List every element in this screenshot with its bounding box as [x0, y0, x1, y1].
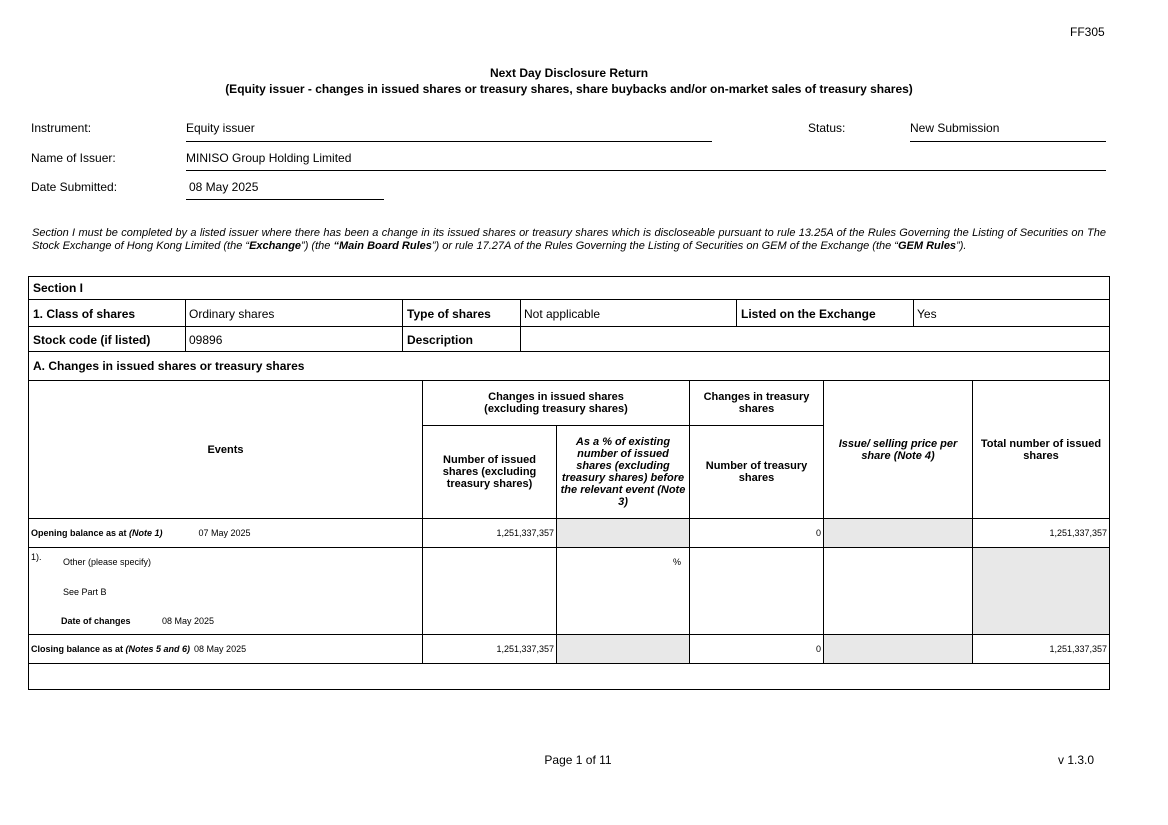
issuer-label: Name of Issuer:: [31, 151, 116, 165]
intro-text: ”) or rule 17.27A of the Rules Governing…: [431, 240, 898, 252]
event-treasury: [689, 547, 824, 635]
closing-treasury: 0: [689, 634, 824, 664]
opening-issued: 1,251,337,357: [422, 518, 557, 548]
opening-date: 07 May 2025: [198, 528, 251, 538]
closing-price: [823, 634, 973, 664]
date-submitted-value: 08 May 2025: [186, 180, 384, 200]
section-title: Section I: [28, 276, 1110, 300]
event-type: Other (please specify): [63, 557, 152, 567]
percent-header: As a % of existing number of issued shar…: [556, 425, 690, 519]
opening-balance-label: Opening balance as at (Note 1) 07 May 202…: [28, 518, 423, 548]
intro-exchange: Exchange: [249, 240, 302, 252]
opening-price: [823, 518, 973, 548]
opening-label-text: Opening balance as at: [31, 528, 130, 538]
type-value: Not applicable: [520, 299, 737, 327]
event-price: [823, 547, 973, 635]
status-value: New Submission: [910, 121, 1106, 142]
issued-group-header: Changes in issued shares (excluding trea…: [422, 380, 690, 426]
type-label: Type of shares: [402, 299, 521, 327]
intro-text: ”) (the: [301, 240, 334, 252]
part-a-title: A. Changes in issued shares or treasury …: [28, 351, 1110, 381]
version: v 1.3.0: [1058, 753, 1095, 767]
event-number: 1).: [31, 552, 42, 562]
date-of-changes-value: 08 May 2025: [162, 616, 215, 626]
treasury-group-header: Changes in treasury shares: [689, 380, 824, 426]
event-row: 1). Other (please specify) See Part B Da…: [28, 547, 423, 635]
event-percent: %: [556, 547, 690, 635]
listed-value: Yes: [913, 299, 1110, 327]
date-submitted-label: Date Submitted:: [31, 180, 118, 194]
intro-gem: GEM Rules: [897, 240, 957, 252]
issued-shares-header: Number of issued shares (excluding treas…: [422, 425, 557, 519]
event-issued: [422, 547, 557, 635]
page-subtitle: (Equity issuer - changes in issued share…: [225, 82, 913, 96]
class-label: 1. Class of shares: [28, 299, 186, 327]
intro-text: Section I must be completed by a listed …: [32, 227, 1106, 252]
price-header: Issue/ selling price per share (Note 4): [823, 380, 973, 519]
stock-code-label: Stock code (if listed): [28, 326, 186, 352]
stock-code-value: 09896: [185, 326, 403, 352]
opening-percent: [556, 518, 690, 548]
opening-note: (Note 1): [129, 528, 163, 538]
opening-total: 1,251,337,357: [972, 518, 1110, 548]
date-of-changes-label: Date of changes: [61, 616, 131, 626]
events-header: Events: [28, 380, 423, 519]
description-label: Description: [402, 326, 521, 352]
closing-issued: 1,251,337,357: [422, 634, 557, 664]
closing-label-text: Closing balance as at: [31, 644, 126, 654]
description-value: [520, 326, 1110, 352]
closing-total: 1,251,337,357: [972, 634, 1110, 664]
opening-treasury: 0: [689, 518, 824, 548]
closing-date: 08 May 2025: [194, 644, 247, 654]
page-title: Next Day Disclosure Return: [489, 66, 649, 80]
listed-label: Listed on the Exchange: [736, 299, 914, 327]
instrument-value: Equity issuer: [186, 121, 712, 142]
closing-balance-label: Closing balance as at (Notes 5 and 6) 08 …: [28, 634, 423, 664]
instrument-label: Instrument:: [31, 121, 92, 135]
issuer-value: MINISO Group Holding Limited: [186, 151, 1106, 171]
closing-percent: [556, 634, 690, 664]
class-value: Ordinary shares: [185, 299, 403, 327]
closing-note: (Notes 5 and 6): [125, 644, 191, 654]
intro-text: ”).: [956, 240, 967, 252]
status-label: Status:: [808, 121, 846, 135]
form-code: FF305: [1070, 25, 1105, 39]
total-shares-header: Total number of issued shares: [972, 380, 1110, 519]
section-intro: Section I must be completed by a listed …: [32, 227, 1106, 253]
page-number: Page 1 of 11: [544, 753, 612, 767]
event-detail: See Part B: [63, 587, 107, 597]
treasury-shares-header: Number of treasury shares: [689, 425, 824, 519]
intro-main-board: “Main Board Rules: [333, 240, 432, 252]
event-total: [972, 547, 1110, 635]
